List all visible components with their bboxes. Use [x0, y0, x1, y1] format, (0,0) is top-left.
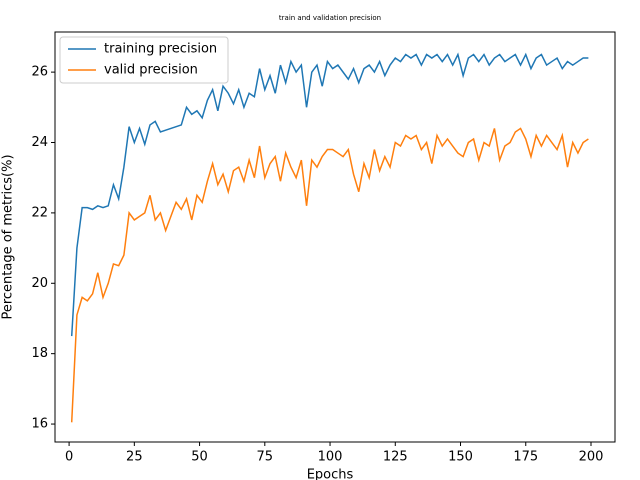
- x-tick-label: 50: [191, 450, 208, 465]
- series-line: [70, 127, 589, 423]
- x-tick-label: 25: [126, 450, 143, 465]
- series-line: [70, 52, 589, 337]
- y-tick-label: 26: [31, 65, 48, 80]
- y-tick-label: 18: [31, 346, 48, 361]
- plot-frame: [54, 31, 616, 443]
- x-tick-label: 200: [579, 450, 604, 465]
- legend-label: valid precision: [104, 63, 198, 78]
- x-tick-label: 150: [448, 450, 473, 465]
- legend-box: [59, 36, 229, 84]
- chart-title: train and validation precision: [279, 14, 381, 22]
- y-axis-label: Percentage of metrics(%): [1, 154, 16, 319]
- x-tick-label: 175: [513, 450, 538, 465]
- y-tick-label: 24: [31, 135, 48, 150]
- y-tick-label: 20: [31, 276, 48, 291]
- y-tick-label: 16: [31, 417, 48, 432]
- legend-label: training precision: [104, 42, 217, 57]
- x-tick-label: 75: [257, 450, 274, 465]
- y-tick-label: 22: [31, 205, 48, 220]
- x-axis-label: Epochs: [307, 468, 354, 480]
- x-tick-label: 0: [65, 450, 73, 465]
- x-tick-label: 125: [383, 450, 408, 465]
- x-tick-label: 100: [318, 450, 343, 465]
